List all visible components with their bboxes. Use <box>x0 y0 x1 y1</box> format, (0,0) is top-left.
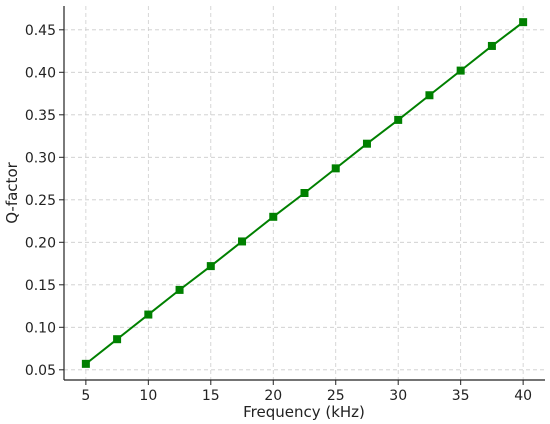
grid <box>64 6 545 380</box>
data-point <box>206 262 215 271</box>
data-point <box>487 41 496 50</box>
data-point <box>425 91 434 100</box>
x-tick-label: 20 <box>264 388 282 404</box>
data-point <box>269 212 278 221</box>
x-tick-label: 35 <box>452 388 470 404</box>
data-points <box>81 18 528 368</box>
y-tick-label: 0.45 <box>25 23 56 39</box>
y-axis-label: Q-factor <box>3 161 21 223</box>
y-tick-label: 0.10 <box>25 320 56 336</box>
data-point <box>81 359 90 368</box>
y-tick-label: 0.25 <box>25 193 56 209</box>
x-axis-label: Frequency (kHz) <box>243 403 365 421</box>
data-point <box>300 189 309 197</box>
axes <box>63 6 545 381</box>
x-tick-label: 15 <box>202 388 220 404</box>
data-point <box>394 115 403 124</box>
x-tick-label: 30 <box>389 388 407 404</box>
data-point <box>331 164 340 173</box>
y-tick-label: 0.35 <box>25 108 56 124</box>
y-tick-label: 0.30 <box>25 150 56 166</box>
y-tick-label: 0.05 <box>25 363 56 379</box>
data-point <box>175 285 184 294</box>
data-point <box>144 310 153 319</box>
data-point <box>456 66 465 75</box>
x-tick-label: 5 <box>81 388 90 404</box>
data-point <box>362 139 371 148</box>
y-tick-label: 0.15 <box>25 278 56 294</box>
data-point <box>113 335 122 344</box>
data-point <box>238 237 247 246</box>
y-tick-label: 0.40 <box>25 65 56 81</box>
x-tick-label: 10 <box>139 388 157 404</box>
data-point <box>519 18 528 27</box>
ticks: 5 10 15 20 25 30 35 40 0.05 0.10 0.15 0.20 0.25 0.30 0… <box>25 23 532 404</box>
y-tick-label: 0.20 <box>25 235 56 251</box>
x-tick-label: 40 <box>514 388 532 404</box>
x-tick-label: 25 <box>327 388 345 404</box>
